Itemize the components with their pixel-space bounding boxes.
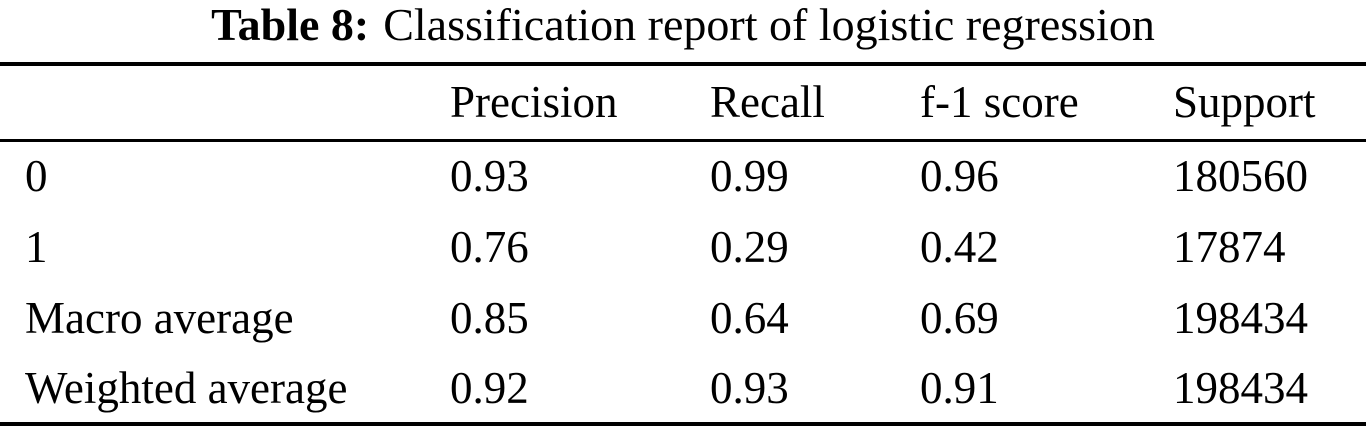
cell-support: 180560 — [1173, 151, 1308, 202]
cell-precision: 0.85 — [450, 292, 529, 343]
cell-support: 198434 — [1173, 292, 1308, 343]
table-caption-number: Table 8: — [211, 0, 370, 50]
table-row: Weighted average 0.92 0.93 0.91 198434 — [0, 353, 1366, 424]
cell-recall: 0.29 — [710, 221, 789, 272]
header-precision: Precision — [450, 64, 710, 142]
header-row-label — [0, 64, 450, 142]
cell-precision: 0.92 — [450, 362, 529, 413]
cell-f1-score: 0.69 — [920, 292, 999, 343]
header-row: Precision Recall f-1 score Support — [0, 64, 1366, 142]
cell-recall: 0.64 — [710, 292, 789, 343]
cell-support: 17874 — [1173, 221, 1286, 272]
table-row: 0 0.93 0.99 0.96 180560 — [0, 140, 1366, 211]
cell-precision: 0.76 — [450, 221, 529, 272]
row-label: 0 — [25, 151, 48, 202]
table-row: Macro average 0.85 0.64 0.69 198434 — [0, 282, 1366, 353]
cell-f1-score: 0.42 — [920, 221, 999, 272]
table-row: 1 0.76 0.29 0.42 17874 — [0, 211, 1366, 282]
header-f1-score: f-1 score — [920, 64, 1173, 142]
cell-support: 198434 — [1173, 362, 1308, 413]
header-support: Support — [1173, 64, 1366, 142]
table-caption-text: Classification report of logistic regres… — [383, 0, 1155, 50]
table-caption: Table 8: Classification report of logisti… — [0, 0, 1366, 54]
cell-f1-score: 0.96 — [920, 151, 999, 202]
cell-recall: 0.93 — [710, 362, 789, 413]
cell-recall: 0.99 — [710, 151, 789, 202]
row-label: Weighted average — [25, 362, 348, 413]
row-label: 1 — [25, 221, 48, 272]
cell-f1-score: 0.91 — [920, 362, 999, 413]
cell-precision: 0.93 — [450, 151, 529, 202]
header-recall: Recall — [710, 64, 920, 142]
row-label: Macro average — [25, 292, 294, 343]
classification-report-table: Precision Recall f-1 score Support 0 0.9… — [0, 62, 1366, 426]
